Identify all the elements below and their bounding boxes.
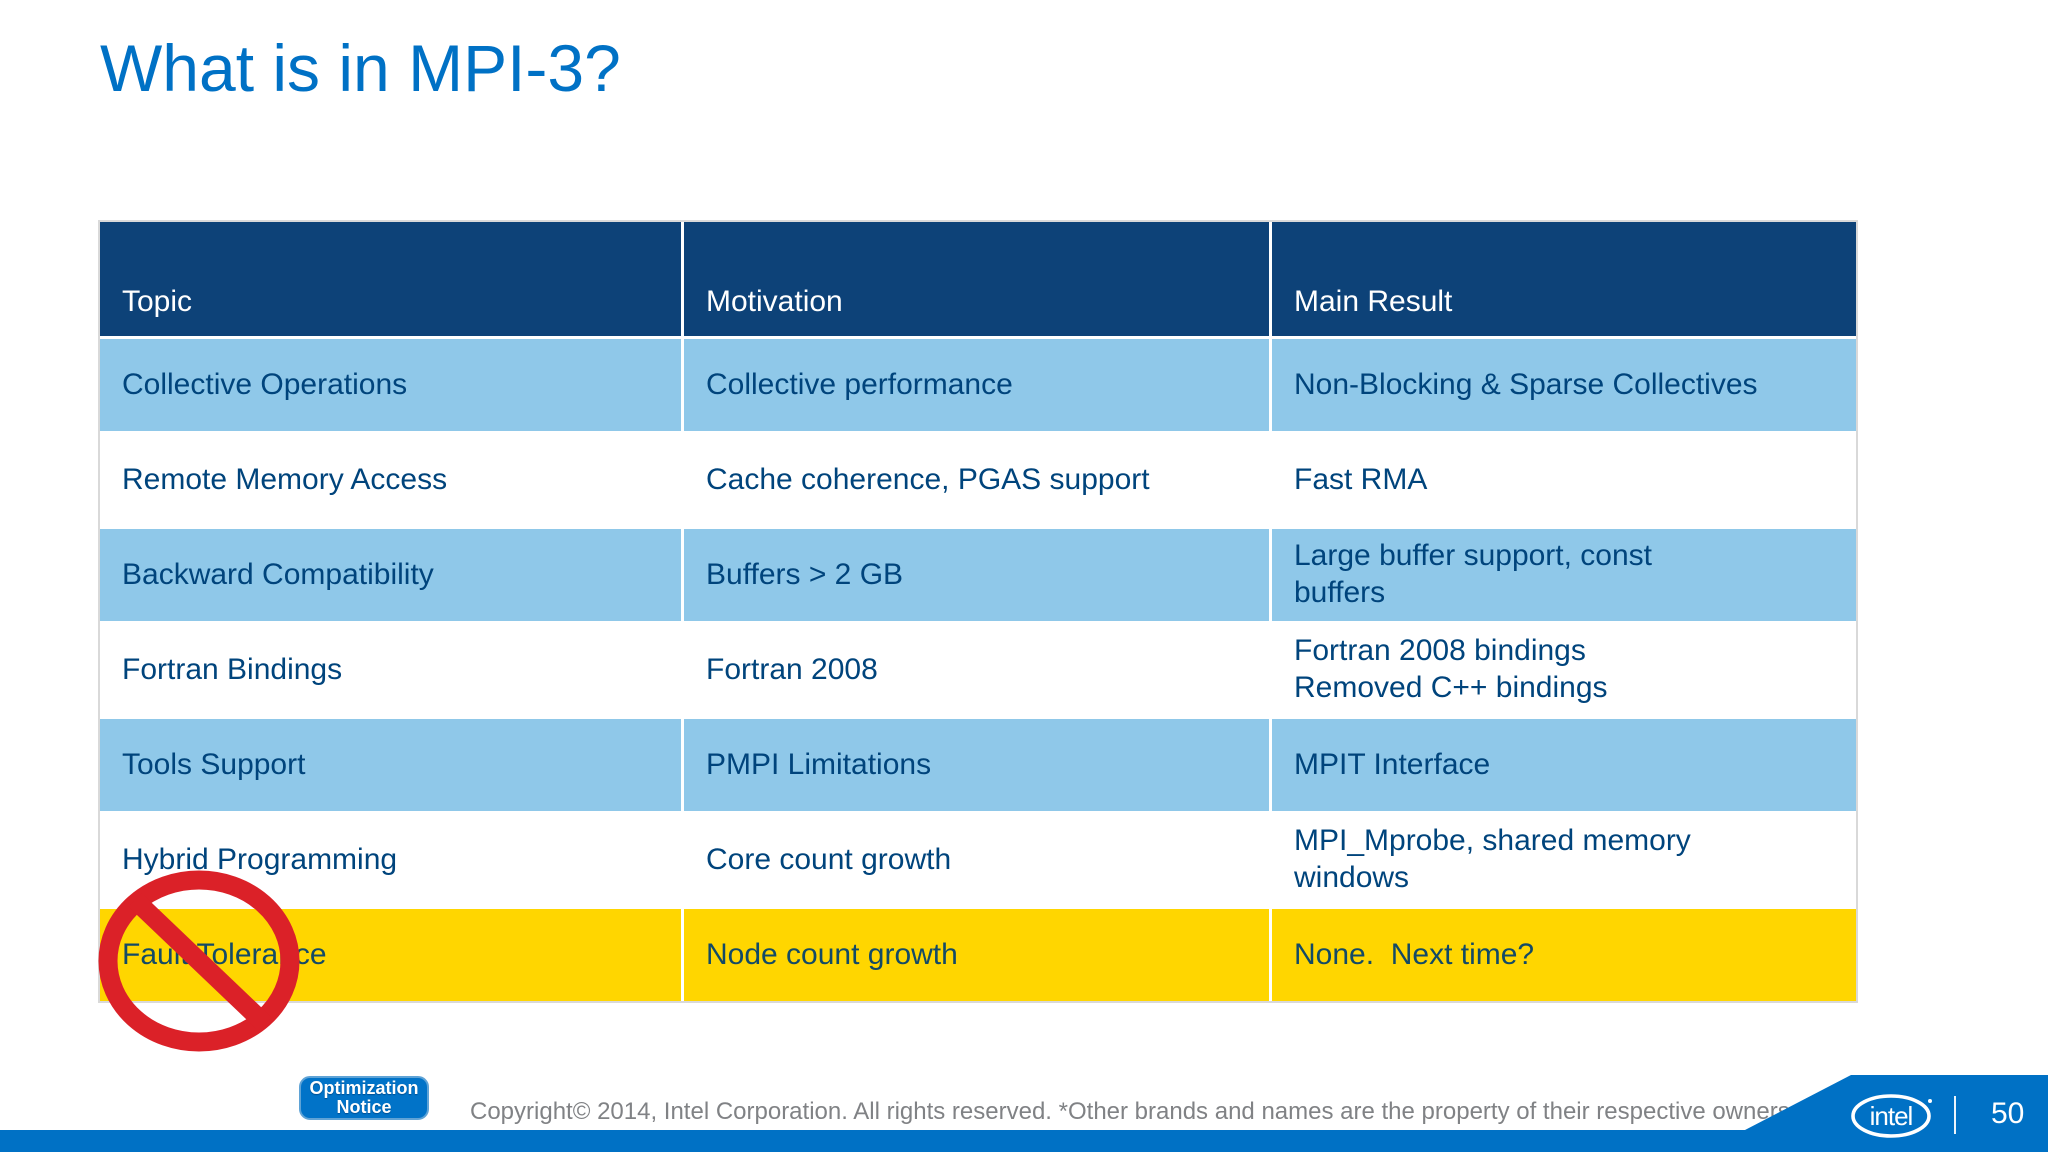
table-cell-motivation: Core count growth	[684, 814, 1269, 906]
table-cell-topic: Remote Memory Access	[100, 434, 681, 526]
table-cell-result: Large buffer support, const buffers	[1272, 529, 1856, 621]
copyright-text: Copyright© 2014, Intel Corporation. All …	[470, 1098, 1797, 1125]
footer-divider-line	[1954, 1096, 1956, 1134]
table-cell-motivation: Node count growth	[684, 909, 1269, 1001]
table-cell-topic: Tools Support	[100, 719, 681, 811]
prohibition-icon	[98, 870, 300, 1052]
table-cell-topic: Collective Operations	[100, 339, 681, 431]
optimization-notice-line2: Notice	[336, 1097, 392, 1117]
table-cell-topic: Fortran Bindings	[100, 624, 681, 716]
table-cell-motivation: Fortran 2008	[684, 624, 1269, 716]
table-cell-motivation: Cache coherence, PGAS support	[684, 434, 1269, 526]
column-header-topic: Topic	[100, 222, 681, 336]
column-header-motivation: Motivation	[684, 222, 1269, 336]
table-cell-motivation: Collective performance	[684, 339, 1269, 431]
table-cell-topic: Fault Tolerance	[100, 909, 681, 1001]
page-title: What is in MPI-3?	[100, 31, 621, 105]
table-cell-motivation: Buffers > 2 GB	[684, 529, 1269, 621]
table-cell-result: None. Next time?	[1272, 909, 1856, 1001]
table-cell-result: Non-Blocking & Sparse Collectives	[1272, 339, 1856, 431]
page-number: 50	[1991, 1097, 2025, 1130]
intel-logo: intel	[1851, 1094, 1932, 1138]
table-cell-result: Fortran 2008 bindings Removed C++ bindin…	[1272, 624, 1856, 716]
table-cell-result: Fast RMA	[1272, 434, 1856, 526]
table-cell-topic: Backward Compatibility	[100, 529, 681, 621]
table-cell-motivation: PMPI Limitations	[684, 719, 1269, 811]
column-header-main-result: Main Result	[1272, 222, 1856, 336]
mpi3-feature-table: Topic Motivation Main Result Collective …	[98, 220, 1858, 1003]
table-cell-result: MPI_Mprobe, shared memory windows	[1272, 814, 1856, 906]
footer-bar	[0, 1130, 2048, 1152]
table-cell-topic: Hybrid Programming	[100, 814, 681, 906]
optimization-notice-badge: Optimization Notice	[299, 1076, 429, 1120]
optimization-notice-line1: Optimization	[309, 1078, 419, 1098]
intel-logo-text: intel	[1870, 1101, 1913, 1131]
table-cell-result: MPIT Interface	[1272, 719, 1856, 811]
